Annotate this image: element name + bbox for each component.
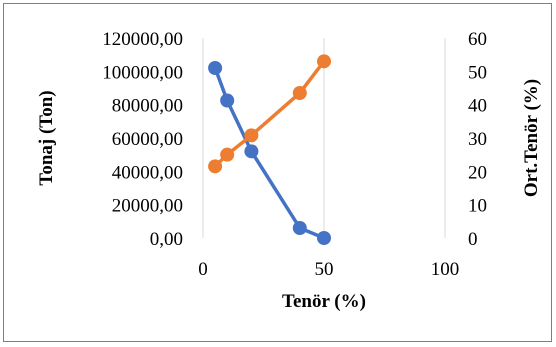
y-left-tick-label: 120000,00 (102, 29, 183, 50)
y-right-tick-label: 30 (468, 129, 487, 150)
gridlines (202, 38, 446, 238)
x-axis-title: Tenör (%) (282, 291, 366, 312)
y-right-tick-label: 20 (468, 162, 487, 183)
series-1-point (220, 93, 235, 108)
y-right-tick-label: 50 (468, 62, 487, 83)
y-left-tick-label: 40000,00 (112, 162, 183, 183)
y-right-tick-label: 60 (468, 29, 487, 50)
x-tick-label: 50 (315, 259, 334, 280)
series-layer (208, 54, 331, 245)
series-2-point (244, 128, 259, 143)
series-2-point (208, 159, 223, 174)
series-1-point (244, 144, 259, 159)
y-right-axis-title: Ort.Tenör (%) (521, 79, 542, 197)
x-tick-label: 100 (431, 259, 460, 280)
y-left-tick-label: 100000,00 (102, 62, 183, 83)
chart-frame (3, 3, 552, 342)
y-right-tick-label: 10 (468, 196, 487, 217)
series-2-point (317, 54, 331, 69)
y-left-tick-label: 0,00 (150, 229, 183, 250)
series-2-point (292, 86, 307, 100)
series-1-point (208, 61, 223, 75)
y-left-tick-label: 60000,00 (112, 129, 183, 150)
y-right-tick-label: 0 (468, 229, 478, 250)
tick-labels: 0 50 1000,0020000,0040000,0060000,0080000,… (102, 29, 487, 280)
series-2-point (220, 147, 235, 162)
y-left-tick-label: 20000,00 (112, 196, 183, 217)
series-1-point (317, 231, 331, 245)
y-left-tick-label: 80000,00 (112, 96, 183, 117)
series-1-point (292, 221, 307, 235)
y-left-axis-title: Tonaj (Ton) (36, 90, 57, 185)
x-tick-label: 0 (198, 259, 208, 280)
y-right-tick-label: 40 (468, 96, 487, 117)
